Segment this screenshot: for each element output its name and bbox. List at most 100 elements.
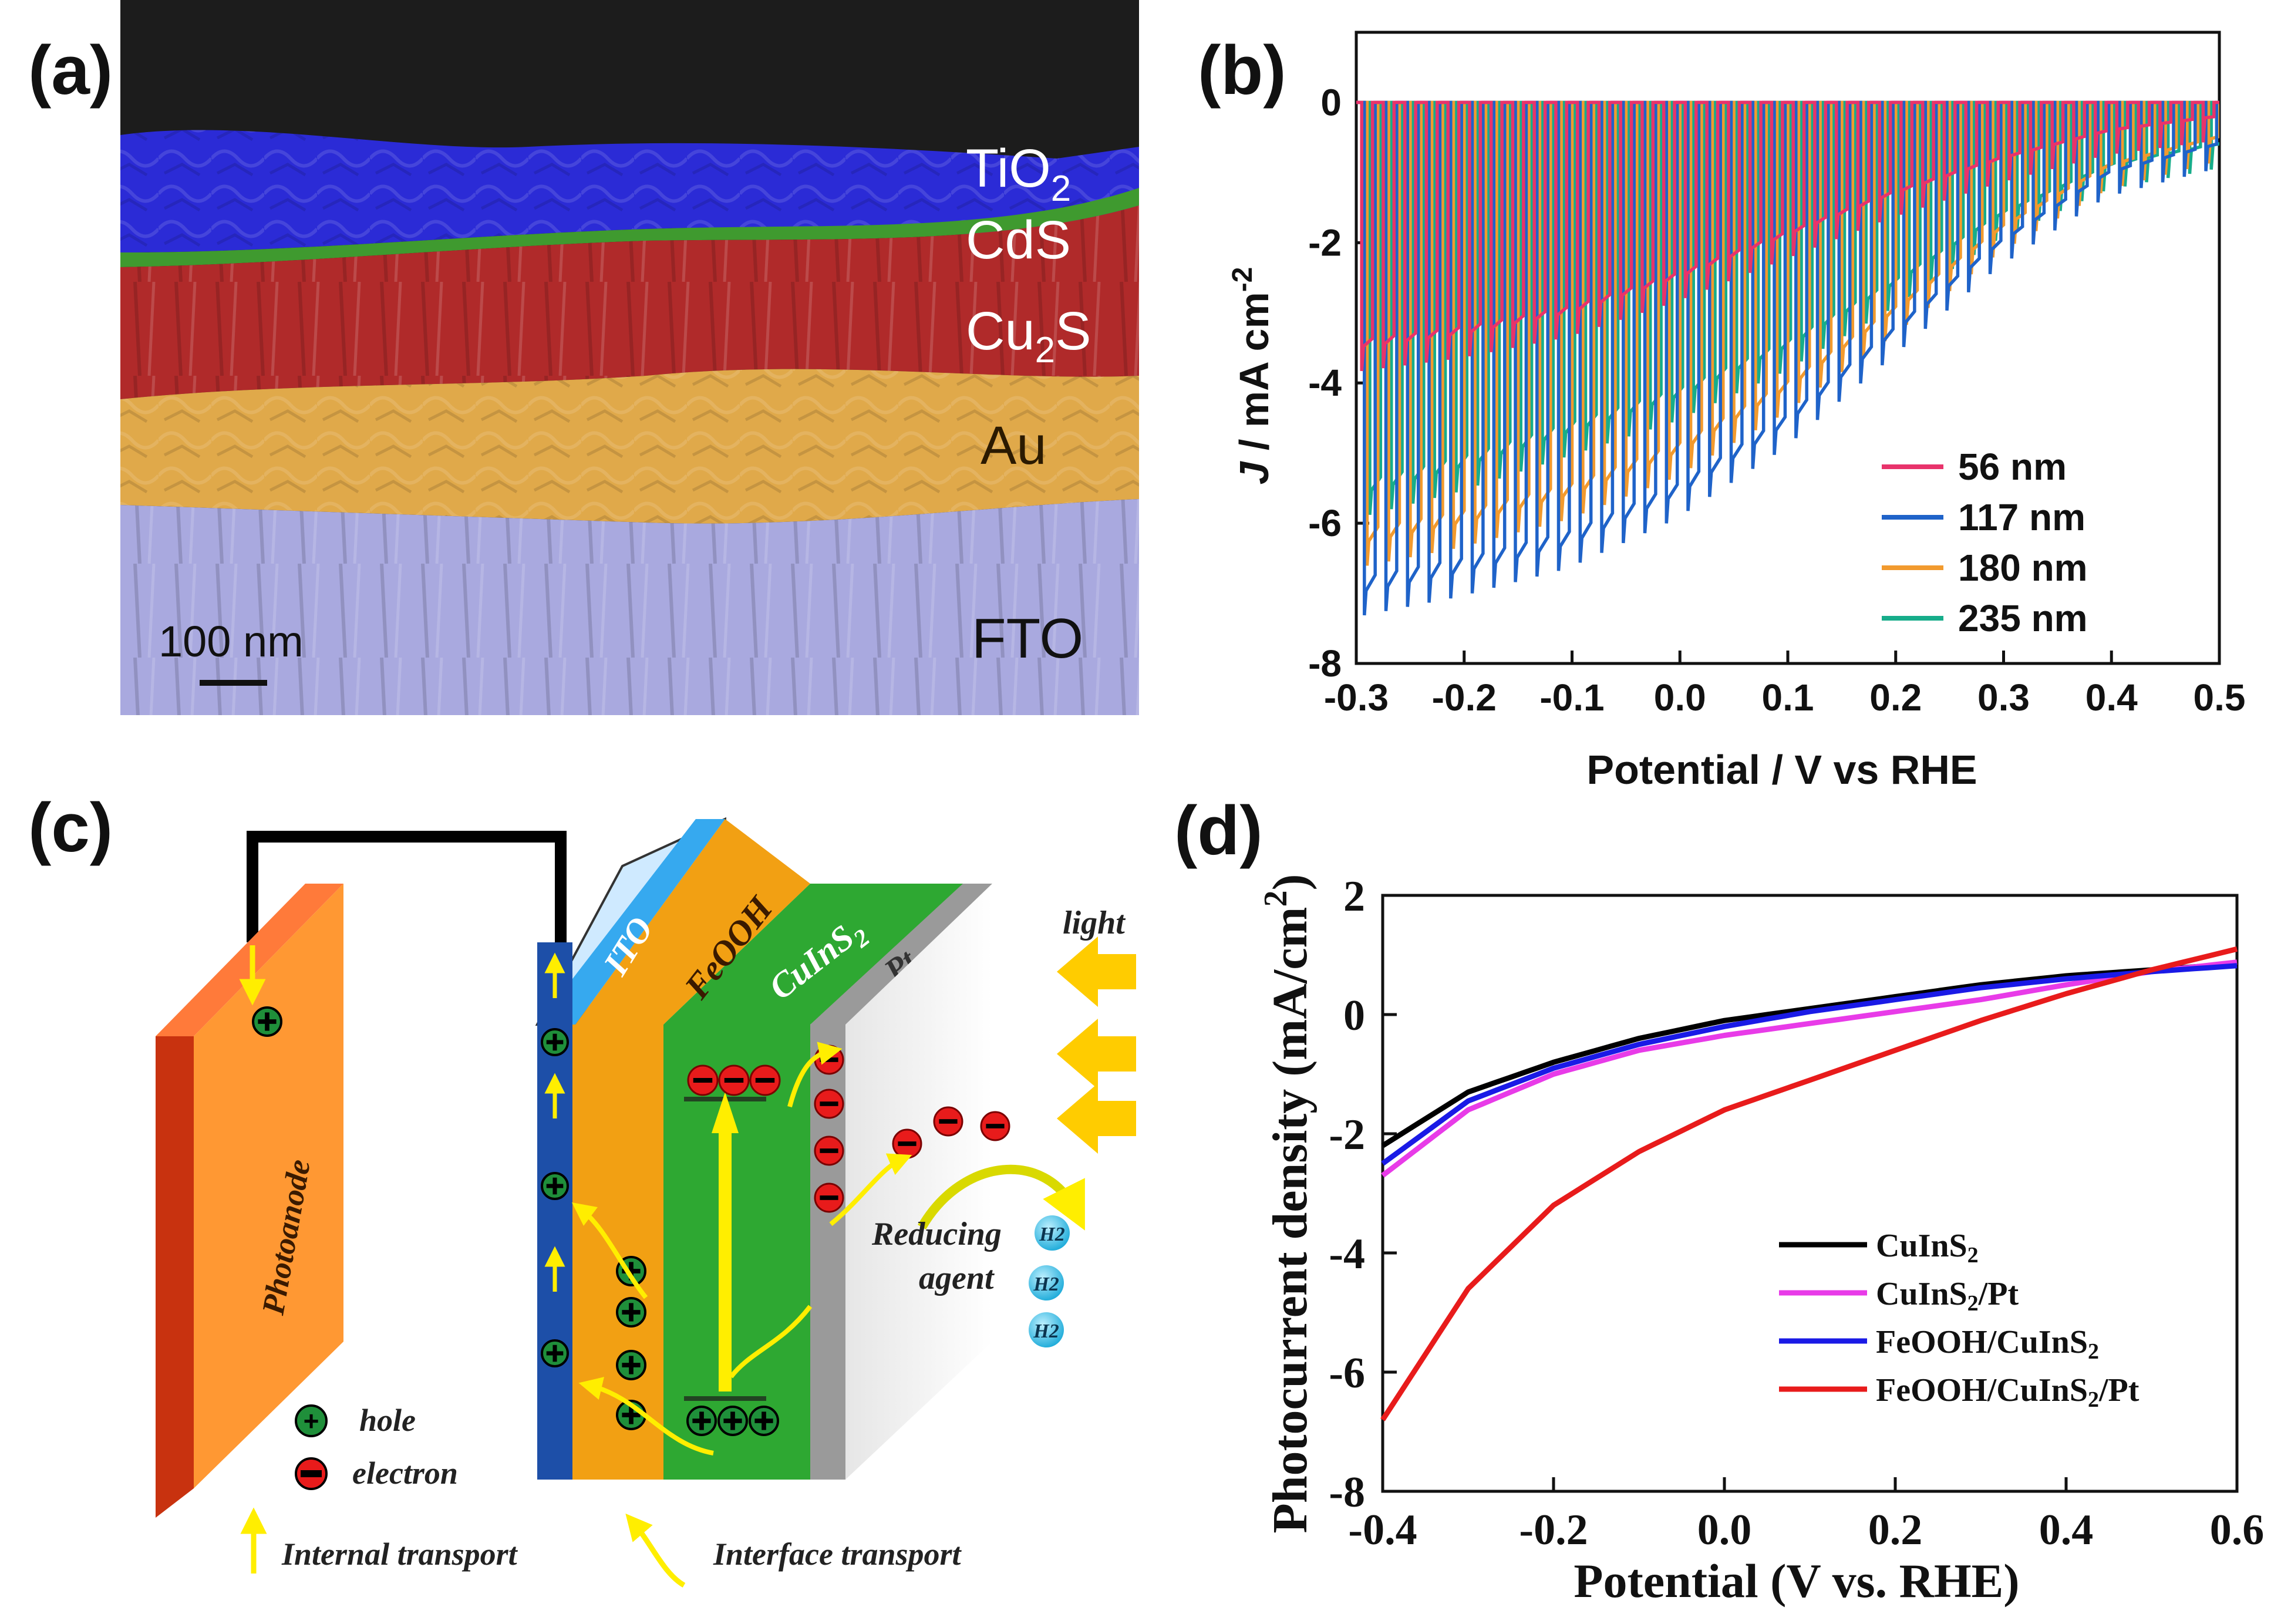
- hole-legend-label: hole: [359, 1403, 416, 1438]
- chart-b-xtick-label: 0.2: [1869, 676, 1922, 719]
- chart-b-xtick-label: 0.3: [1977, 676, 2030, 719]
- internal-transport-label: Internal transport: [281, 1537, 518, 1572]
- chart-d-series-1: [1381, 959, 2238, 1178]
- h2-label: H2: [1039, 1224, 1064, 1245]
- chart-d-frame: [1381, 894, 2239, 1493]
- panel-b: (b) -0.3 -0.2 -0.1 0.0 0.1 0.2 0.3 0.4 0.50-2-4-…: [1198, 31, 2246, 793]
- hole-icon: [616, 1297, 646, 1327]
- panel-d-tag: (d): [1174, 792, 1263, 870]
- chart-b-xtick-label: -0.2: [1432, 676, 1497, 719]
- au-label: Au: [981, 416, 1047, 476]
- chart-b-ylabel: J / mA cm-2: [1227, 267, 1277, 485]
- panel-a: TiO2 CdS Cu2S Au FTO 100 nm (a): [28, 0, 1139, 715]
- light-arrow-1: [1057, 936, 1136, 1007]
- electron-icon: [687, 1064, 719, 1096]
- h2-molecule: H2: [1035, 1215, 1070, 1251]
- electron-icon: [749, 1064, 781, 1096]
- h2-molecule: H2: [1029, 1265, 1064, 1300]
- chart-d-legend-label: FeOOH/CuInS2: [1876, 1324, 2099, 1364]
- interface-transport-icon: [625, 1513, 686, 1588]
- photoanode-front: [194, 884, 343, 1488]
- au-texture: [120, 369, 1139, 524]
- pt-top: [810, 884, 992, 1025]
- chart-b-legend-label: 235 nm: [1958, 597, 2088, 639]
- chart-d-ytick-label: -2: [1329, 1111, 1365, 1159]
- chart-b-xlabel: Potential / V vs RHE: [1586, 747, 1977, 793]
- chart-d-ytick-label: -8: [1329, 1468, 1365, 1517]
- external-circuit-wire: [247, 831, 567, 942]
- hole-icon: [686, 1406, 717, 1436]
- chart-d-series-0: [1381, 961, 2238, 1148]
- panel-a-tag: (a): [28, 32, 113, 109]
- chart-d-ytick-label: -6: [1329, 1349, 1365, 1397]
- chart-b-xtick-label: -0.1: [1539, 676, 1604, 719]
- reduction-arrow: [918, 1164, 1085, 1231]
- interface-arrow-4: [829, 1153, 912, 1227]
- panel-c-tag: (c): [28, 789, 113, 867]
- hole-icon: [252, 1006, 282, 1037]
- photoanode-top: [156, 884, 343, 1036]
- h2-label: H2: [1033, 1320, 1059, 1342]
- fto-texture: [120, 499, 1139, 715]
- chart-b-ytick-label: -4: [1308, 362, 1342, 404]
- hole-icon: [616, 1350, 646, 1380]
- cds-label: CdS: [966, 210, 1071, 270]
- svg-text:+: +: [304, 1406, 319, 1436]
- chart-b-series-0: [1356, 100, 2219, 372]
- cds-layer: [120, 188, 1139, 267]
- chart-d-xtick-label: 0.6: [2210, 1506, 2265, 1554]
- hole-icon: [541, 1339, 569, 1367]
- fto-label: FTO: [972, 607, 1083, 670]
- electron-icon: [933, 1106, 963, 1137]
- tio2-texture: [120, 130, 1139, 252]
- chart-d-legend-label: CuInS2/Pt: [1876, 1276, 2019, 1316]
- reducing-label: Reducing: [871, 1216, 1002, 1252]
- chart-b-legend-label: 56 nm: [1958, 446, 2067, 488]
- hole-icon: [541, 1028, 569, 1056]
- ito-front: [537, 942, 572, 1480]
- feooh-top: [575, 819, 810, 1025]
- chart-d-series-3: [1380, 946, 2238, 1421]
- cuins2-top: [663, 884, 992, 1025]
- electron-icon: [814, 1182, 844, 1213]
- chart-d-xtick-label: -0.2: [1519, 1506, 1588, 1554]
- chart-b-ytick-label: 0: [1320, 81, 1342, 123]
- chart-d-xtick-label: -0.4: [1348, 1506, 1417, 1554]
- agent-label: agent: [919, 1260, 995, 1296]
- chart-d-xtick-label: 0.2: [1868, 1506, 1923, 1554]
- chart-b-legend-label: 117 nm: [1958, 496, 2085, 538]
- pt-side-face: [845, 884, 992, 1480]
- chart-b-xtick-label: 0.0: [1654, 676, 1706, 719]
- interface-arrow-2: [572, 1202, 648, 1299]
- chart-d-ytick-label: 2: [1343, 872, 1365, 921]
- cu2s-label: Cu2S: [966, 301, 1091, 370]
- chart-b-xtick-label: -0.3: [1324, 676, 1389, 719]
- ito-top: [537, 819, 725, 1025]
- light-arrow-2: [1057, 1019, 1136, 1089]
- interface-arrow-3: [787, 1042, 843, 1108]
- electron-legend-label: electron: [352, 1455, 458, 1491]
- panel-d: (d) -0.4 -0.2 0.0 0.2 0.4 0.6 2 0 -2 -4 -6 -8 CuInS2…: [1174, 792, 2264, 1608]
- excitation-arrow: [712, 1092, 739, 1391]
- electron-icon: [814, 1089, 844, 1119]
- h2-label: H2: [1033, 1273, 1059, 1295]
- light-arrow-3: [1057, 1083, 1136, 1154]
- hole-icon: [541, 1172, 569, 1200]
- chart-d-legend-label: FeOOH/CuInS2/Pt: [1876, 1372, 2140, 1412]
- charge-carriers: [252, 1006, 1010, 1436]
- chart-d-ytick-label: 0: [1343, 992, 1365, 1040]
- chart-b-xtick-label: 0.4: [2085, 676, 2138, 719]
- chart-d-series-2: [1381, 963, 2238, 1166]
- tio2-label: TiO2: [966, 139, 1071, 209]
- h2-molecules: H2 H2 H2: [1029, 1215, 1070, 1347]
- electron-icon: [814, 1136, 844, 1166]
- scale-bar-label: 100 nm: [159, 617, 304, 666]
- chart-d-xlabel: Potential (V vs. RHE): [1574, 1554, 2019, 1608]
- electron-icon: [980, 1111, 1010, 1141]
- hole-icon: [749, 1406, 779, 1436]
- interface-transport-label: Interface transport: [713, 1537, 962, 1572]
- chart-b-xtick-label: 0.5: [2194, 676, 2246, 719]
- chart-b-xtick-label: 0.1: [1762, 676, 1814, 719]
- interface-arrow-1: [578, 1377, 714, 1455]
